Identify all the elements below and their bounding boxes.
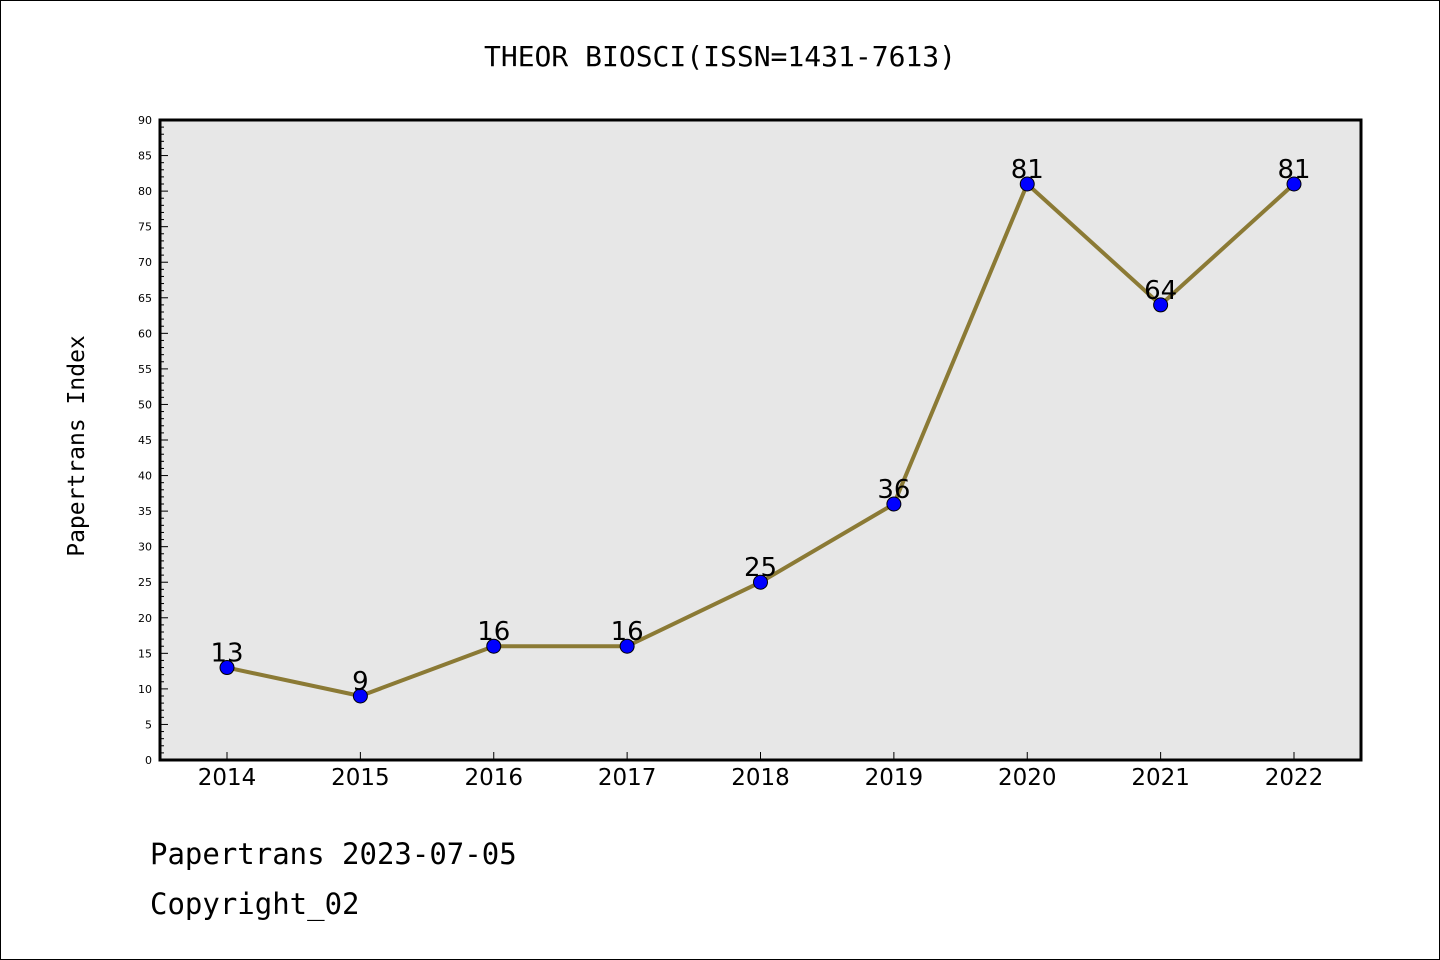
data-point xyxy=(619,638,635,654)
x-tick-label: 2015 xyxy=(331,765,390,791)
y-tick-label: 35 xyxy=(138,505,152,518)
footer-copyright: Copyright_02 xyxy=(150,887,360,922)
y-axis-label: Papertrans Index xyxy=(64,335,90,557)
y-tick-label: 85 xyxy=(138,150,152,163)
data-label: 81 xyxy=(1277,155,1310,185)
y-tick-label: 15 xyxy=(138,647,152,660)
y-tick-label: 0 xyxy=(145,754,152,767)
x-tick-label: 2021 xyxy=(1131,765,1190,791)
data-point xyxy=(486,638,502,654)
y-tick-label: 25 xyxy=(138,576,152,589)
data-label: 25 xyxy=(744,553,777,583)
y-tick-label: 5 xyxy=(145,718,152,731)
data-point xyxy=(1019,176,1035,192)
data-label: 16 xyxy=(611,617,644,647)
x-tick-label: 2020 xyxy=(998,765,1057,791)
y-tick-label: 65 xyxy=(138,292,152,305)
data-point xyxy=(352,688,368,704)
chart-title: THEOR BIOSCI(ISSN=1431-7613) xyxy=(484,40,956,73)
data-point xyxy=(886,496,902,512)
x-axis: 2014 2015 2016 2017 2018 2019 2020 2021 2022 xyxy=(198,752,1324,791)
data-point xyxy=(1153,297,1169,313)
plot-area xyxy=(160,120,1361,760)
x-tick-label: 2016 xyxy=(464,765,523,791)
data-label: 81 xyxy=(1011,155,1044,185)
y-tick-label: 70 xyxy=(138,256,152,269)
y-tick-label: 10 xyxy=(138,683,152,696)
data-label: 36 xyxy=(877,475,910,505)
y-tick-label: 60 xyxy=(138,327,152,340)
plot-border xyxy=(158,118,1363,762)
y-tick-label: 30 xyxy=(138,541,152,554)
y-tick-label: 75 xyxy=(138,221,152,234)
x-tick-label: 2022 xyxy=(1265,765,1324,791)
data-label: 9 xyxy=(352,667,369,697)
data-markers xyxy=(219,176,1302,704)
y-tick-label: 80 xyxy=(138,185,152,198)
y-tick-label: 45 xyxy=(138,434,152,447)
y-tick-label: 40 xyxy=(138,470,152,483)
x-tick-label: 2014 xyxy=(198,765,257,791)
data-point xyxy=(1286,176,1302,192)
data-label: 16 xyxy=(477,617,510,647)
y-tick-label: 55 xyxy=(138,363,152,376)
data-label: 64 xyxy=(1144,276,1177,306)
x-tick-label: 2017 xyxy=(598,765,657,791)
x-tick-label: 2019 xyxy=(865,765,924,791)
x-tick-label: 2018 xyxy=(731,765,790,791)
data-label: 13 xyxy=(210,639,243,669)
y-tick-label: 90 xyxy=(138,114,152,127)
data-labels: 13 9 16 16 25 36 81 64 81 xyxy=(210,155,1310,697)
data-point xyxy=(753,574,768,590)
y-tick-label: 20 xyxy=(138,612,152,625)
y-axis: 0 5 10 15 20 25 30 35 40 45 50 55 60 65 70 75 80 85 90 xyxy=(138,114,168,767)
data-point xyxy=(219,660,235,676)
y-tick-label: 50 xyxy=(138,398,152,411)
footer-date: Papertrans 2023-07-05 xyxy=(150,837,517,871)
